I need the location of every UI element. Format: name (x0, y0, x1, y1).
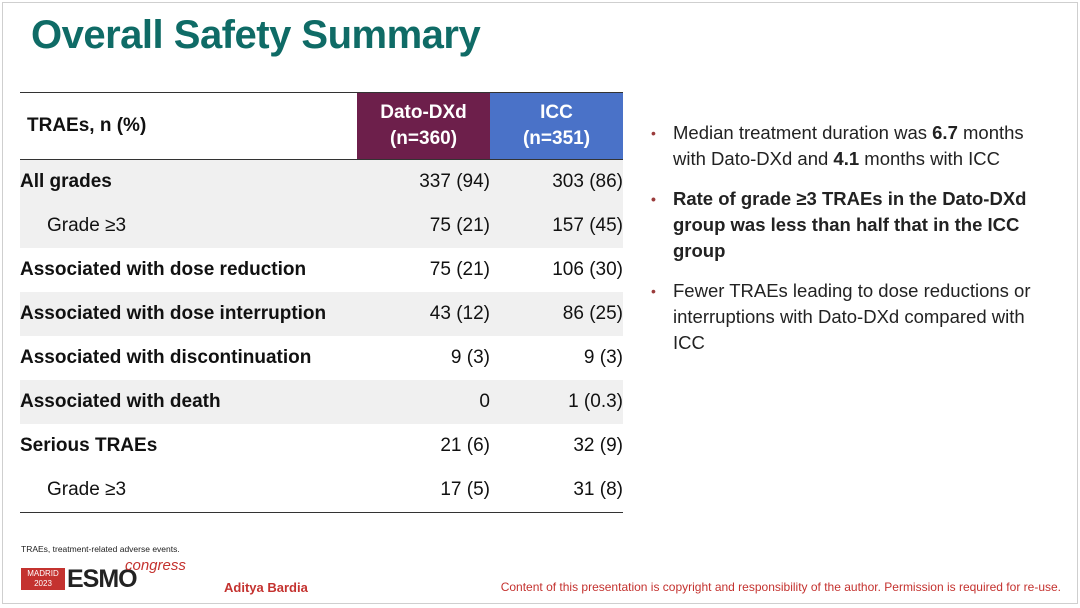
header-dato-dxd: Dato-DXd (n=360) (357, 92, 490, 160)
bullet-fewer-traes: • Fewer TRAEs leading to dose reductions… (651, 278, 1061, 356)
logo-city: MADRID (27, 569, 59, 578)
icc-value: 106 (30) (552, 259, 623, 280)
footnote: TRAEs, treatment-related adverse events. (21, 544, 180, 554)
bullet-treatment-duration: • Median treatment duration was 6.7 mont… (651, 120, 1061, 172)
row-label: Associated with death (20, 380, 357, 424)
bullet-text: months with Dato-DXd and (673, 122, 1024, 169)
row-label: Associated with dose interruption (20, 292, 357, 336)
header-label: TRAEs, n (%) (20, 92, 357, 160)
bullet-text: Rate of grade ≥3 TRAEs in the Dato-DXd g… (673, 188, 1027, 261)
dato-dxd-value: 21 (6) (440, 435, 490, 456)
bullet-text: Fewer TRAEs leading to dose reductions o… (673, 280, 1031, 353)
icc-value: 9 (3) (583, 347, 623, 368)
dato-dxd-name: Dato-DXd (380, 102, 467, 123)
bullet-dot-icon: • (651, 125, 656, 141)
icc-value: 31 (8) (490, 468, 623, 513)
bullet-text: Median treatment duration was (673, 122, 933, 143)
icc-name: ICC (540, 102, 573, 123)
table-row: Associated with dose reduction 75 (21) 1… (20, 248, 623, 292)
icc-value: 157 (45) (490, 204, 623, 248)
table-row: Associated with discontinuation 9 (3) 9 … (20, 336, 623, 380)
table-row: Grade ≥3 17 (5) 31 (8) (20, 468, 623, 513)
dato-dxd-value: 43 (12) (357, 292, 490, 336)
row-label: All grades (20, 159, 357, 204)
dato-dxd-value: 337 (94) (357, 159, 490, 204)
logo-city-badge: MADRID 2023 (21, 568, 65, 590)
bullet-value: 4.1 (833, 148, 860, 169)
safety-table: TRAEs, n (%) Dato-DXd (n=360) ICC (n=351… (20, 92, 623, 513)
bullet-grade3-rate: • Rate of grade ≥3 TRAEs in the Dato-DXd… (651, 186, 1061, 264)
logo-congress: congress (125, 557, 186, 574)
table-row: Grade ≥3 75 (21) 157 (45) (20, 204, 623, 248)
key-points: • Median treatment duration was 6.7 mont… (651, 120, 1061, 370)
table-header-row: TRAEs, n (%) Dato-DXd (n=360) ICC (n=351… (20, 92, 623, 160)
dato-dxd-value: 75 (21) (357, 204, 490, 248)
slide-title: Overall Safety Summary (31, 13, 481, 57)
row-label: Associated with discontinuation (20, 347, 312, 368)
copyright-notice: Content of this presentation is copyrigh… (500, 580, 1061, 594)
bullet-dot-icon: • (651, 283, 656, 299)
bullet-value: 6.7 (932, 122, 958, 143)
row-label: Associated with dose reduction (20, 259, 307, 280)
icc-value: 86 (25) (490, 292, 623, 336)
dato-dxd-value: 0 (357, 380, 490, 424)
dato-dxd-value: 9 (3) (450, 347, 490, 368)
table-row: Serious TRAEs 21 (6) 32 (9) (20, 424, 623, 468)
row-label: Grade ≥3 (20, 468, 357, 513)
dato-dxd-value: 75 (21) (429, 259, 490, 280)
logo-year: 2023 (34, 579, 52, 588)
icc-n: (n=351) (522, 128, 591, 149)
icc-value: 303 (86) (490, 159, 623, 204)
icc-value: 32 (9) (573, 435, 623, 456)
table-row: Associated with dose interruption 43 (12… (20, 292, 623, 336)
dato-dxd-n: (n=360) (389, 128, 458, 149)
header-icc: ICC (n=351) (490, 92, 623, 160)
logo-brand: ESMO (67, 565, 138, 593)
esmo-congress-logo: MADRID 2023 ESMO congress (21, 557, 186, 594)
row-label: Serious TRAEs (20, 435, 158, 456)
author-name: Aditya Bardia (224, 580, 308, 595)
bullet-text: months with ICC (859, 148, 1000, 169)
row-label: Grade ≥3 (20, 204, 357, 248)
bullet-dot-icon: • (651, 191, 656, 207)
dato-dxd-value: 17 (5) (357, 468, 490, 513)
table-row: All grades 337 (94) 303 (86) (20, 159, 623, 204)
table-row: Associated with death 0 1 (0.3) (20, 380, 623, 424)
icc-value: 1 (0.3) (490, 380, 623, 424)
